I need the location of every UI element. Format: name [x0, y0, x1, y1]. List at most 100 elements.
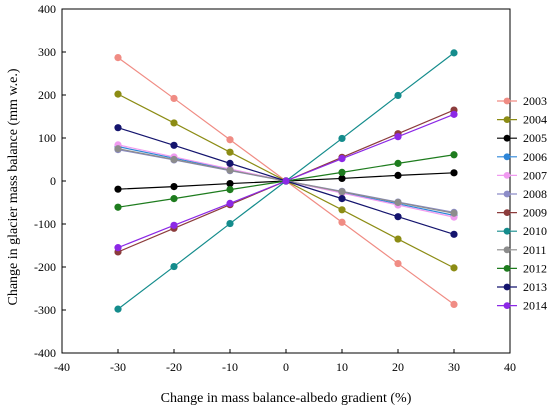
x-tick-label: 30 — [448, 360, 460, 374]
data-point — [226, 148, 234, 156]
data-point — [170, 182, 178, 191]
legend-marker — [503, 97, 511, 105]
y-tick-label: 400 — [38, 2, 56, 16]
data-point — [394, 213, 402, 221]
legend-marker — [503, 153, 511, 161]
data-point — [226, 219, 234, 228]
legend-entry-2012: 2012 — [497, 261, 547, 275]
y-tick-label: 200 — [38, 88, 56, 102]
data-point — [394, 235, 402, 243]
data-point — [114, 90, 122, 98]
x-axis-label: Change in mass balance-albedo gradient (… — [161, 391, 412, 406]
legend-marker — [503, 265, 511, 272]
data-point — [450, 264, 458, 272]
legend-entry-2014: 2014 — [497, 299, 547, 313]
legend-entry-2007: 2007 — [497, 168, 547, 182]
legend-entry-2009: 2009 — [497, 206, 547, 220]
data-point — [226, 166, 234, 174]
y-axis-label: Change in glacier mass balance (mm w.e.) — [6, 68, 21, 305]
data-point — [114, 53, 122, 62]
x-tick-label: -10 — [222, 360, 238, 374]
legend-label: 2014 — [523, 299, 547, 313]
data-point — [450, 169, 458, 177]
y-tick-label: -400 — [34, 346, 56, 360]
x-tick-label: 20 — [392, 360, 404, 374]
legend-entry-2006: 2006 — [497, 150, 547, 164]
data-point — [338, 168, 346, 176]
x-tick-label: -30 — [110, 360, 126, 374]
legend-label: 2003 — [523, 94, 547, 108]
y-tick-label: 300 — [38, 45, 56, 59]
legend-label: 2008 — [523, 187, 547, 201]
data-point — [338, 174, 346, 183]
data-point — [394, 91, 402, 100]
x-tick-label: 40 — [504, 360, 516, 374]
legend-marker — [503, 116, 511, 123]
data-point — [450, 49, 458, 57]
data-point — [338, 188, 346, 196]
x-tick-label: -40 — [54, 360, 70, 374]
series-2014 — [114, 110, 458, 252]
legend-entry-2003: 2003 — [497, 94, 547, 108]
data-point — [394, 159, 402, 167]
legend-label: 2007 — [523, 168, 547, 182]
data-point — [170, 221, 178, 229]
legend-marker — [503, 302, 511, 309]
data-point — [338, 195, 346, 203]
data-point — [170, 262, 178, 271]
legend-label: 2005 — [523, 131, 547, 145]
x-tick-label: -20 — [166, 360, 182, 374]
data-point — [394, 171, 402, 180]
data-point — [450, 151, 458, 159]
data-point — [338, 206, 346, 214]
data-point — [114, 203, 122, 211]
x-axis: -40 -30 -20 -10 0 10 20 30 40 — [54, 349, 516, 374]
data-point — [170, 141, 178, 149]
data-point — [226, 186, 234, 194]
data-point — [226, 136, 234, 144]
legend-marker — [503, 283, 511, 291]
x-tick-label: 10 — [336, 360, 348, 374]
legend-label: 2011 — [523, 243, 547, 257]
data-point — [450, 110, 458, 118]
legend: 2003 2004 2005 2006 2007 2008 2009 2010 2011 2012… — [497, 94, 547, 313]
data-point — [114, 305, 122, 313]
data-point — [450, 209, 458, 217]
series-layer — [114, 49, 458, 313]
y-tick-label: -300 — [34, 303, 56, 317]
data-point — [394, 133, 402, 141]
x-tick-label: 0 — [283, 360, 289, 374]
data-point — [450, 300, 458, 309]
y-tick-label: -100 — [34, 217, 56, 231]
legend-marker — [503, 134, 511, 142]
legend-marker — [503, 246, 511, 254]
legend-label: 2010 — [523, 224, 547, 238]
legend-entry-2004: 2004 — [497, 113, 547, 127]
data-point — [226, 179, 234, 188]
data-point — [338, 218, 346, 226]
data-point — [170, 94, 178, 103]
data-point — [114, 185, 122, 193]
data-point — [170, 195, 178, 203]
data-point — [338, 155, 346, 163]
legend-entry-2011: 2011 — [497, 243, 547, 257]
data-point — [170, 119, 178, 127]
legend-entry-2008: 2008 — [497, 187, 547, 201]
data-point — [114, 244, 122, 252]
data-point — [114, 124, 122, 132]
legend-label: 2012 — [523, 261, 547, 275]
data-point — [450, 230, 458, 238]
data-point — [114, 145, 122, 153]
legend-label: 2009 — [523, 206, 547, 220]
y-tick-label: 0 — [50, 174, 56, 188]
legend-entry-2005: 2005 — [497, 131, 547, 145]
data-point — [394, 259, 402, 268]
legend-label: 2006 — [523, 150, 547, 164]
legend-marker — [503, 172, 511, 179]
legend-label: 2013 — [523, 280, 547, 294]
data-point — [226, 159, 234, 167]
legend-entry-2013: 2013 — [497, 280, 547, 294]
y-tick-label: 100 — [38, 131, 56, 145]
legend-marker — [503, 190, 511, 198]
data-point — [338, 134, 346, 143]
